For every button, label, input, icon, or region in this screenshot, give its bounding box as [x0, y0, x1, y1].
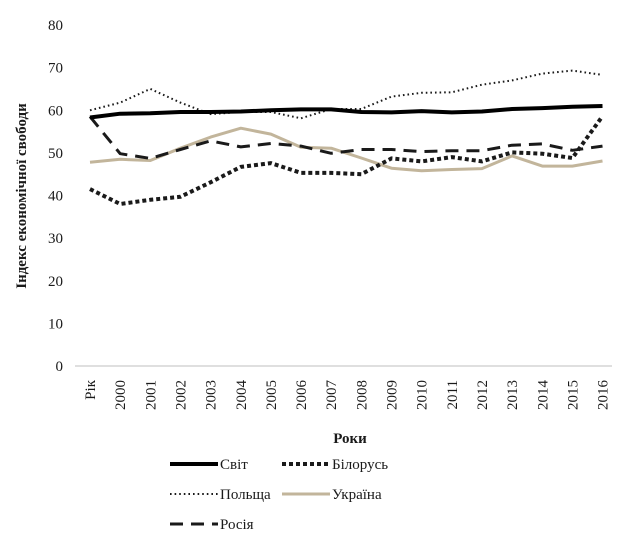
x-tick-label: 2012	[475, 380, 491, 410]
legend-label-2: Польща	[220, 487, 271, 503]
legend-label-3: Україна	[332, 487, 382, 503]
x-tick-label: 2006	[294, 380, 310, 411]
x-tick-label: 2008	[354, 380, 370, 410]
y-tick-label: 10	[48, 316, 63, 332]
legend-label-0: Світ	[220, 457, 248, 473]
x-tick-label: 2014	[535, 380, 551, 411]
series-line-1	[89, 115, 605, 206]
x-tick-label: 2013	[505, 380, 521, 410]
y-tick-label: 0	[56, 359, 64, 375]
x-tick-label: 2007	[324, 380, 340, 411]
x-tick-label: 2002	[173, 380, 189, 410]
legend-label-4: Росія	[220, 517, 254, 533]
series-line-0	[89, 104, 603, 120]
x-tick-label: 2015	[565, 380, 581, 410]
legend-label-1: Білорусь	[332, 457, 388, 473]
series-layer	[88, 69, 605, 206]
x-tick-label: 2010	[415, 380, 431, 410]
x-tick-label: 2005	[264, 380, 280, 410]
x-tick-label: 2000	[113, 380, 129, 410]
y-tick-label: 70	[48, 61, 63, 77]
series-line-4	[88, 115, 603, 160]
x-tick-label: Рік	[83, 379, 99, 400]
y-tick-label: 30	[48, 231, 63, 247]
y-tick-label: 20	[48, 274, 63, 290]
y-tick-label: 80	[48, 18, 63, 34]
y-tick-label: 60	[48, 103, 63, 119]
x-tick-label: 2009	[385, 380, 401, 410]
x-tick-label: 2004	[234, 380, 250, 411]
x-axis-ticks: Рік 2000 2001 2002 2003 2004 2005 2006 2007 2008 2…	[83, 379, 612, 410]
x-tick-label: 2016	[596, 380, 612, 411]
legend: Світ Білорусь Польща Україна Росія	[170, 457, 388, 533]
y-tick-label: 50	[48, 146, 63, 162]
y-tick-label: 40	[48, 189, 63, 205]
x-axis-title: Роки	[333, 431, 367, 447]
series-line-3	[89, 126, 603, 173]
x-tick-label: 2011	[445, 380, 461, 409]
x-tick-label: 2001	[143, 380, 159, 410]
x-tick-label: 2003	[204, 380, 220, 410]
y-axis-ticks: 0 10 20 30 40 50 60 70 80	[48, 18, 63, 375]
y-axis-title: Індекс економічної свободи	[14, 103, 30, 289]
